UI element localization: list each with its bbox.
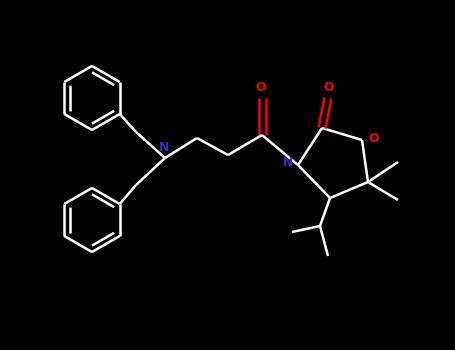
Text: O: O (256, 81, 266, 94)
Text: O: O (368, 132, 379, 145)
Text: N: N (283, 156, 293, 169)
Text: O: O (324, 81, 334, 94)
Text: N: N (159, 141, 169, 154)
